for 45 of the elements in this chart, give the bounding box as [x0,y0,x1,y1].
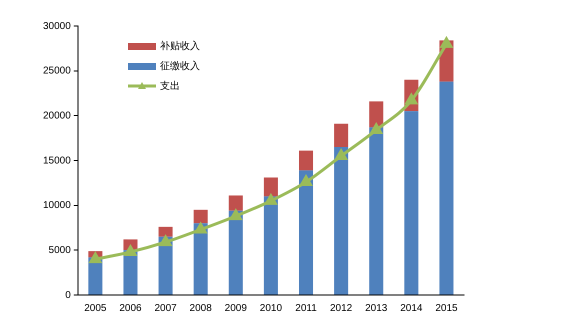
bar [194,210,208,224]
bar [298,170,314,294]
y-tick-label: 30000 [42,20,72,32]
bar [369,127,384,294]
bar [264,178,278,196]
y-tick-label: 5000 [48,244,72,256]
point [90,252,102,264]
x-tick-label: 2007 [154,302,178,314]
x-tick-label: 2005 [84,302,107,314]
y-tick-label: 0 [65,290,72,301]
point [160,236,172,246]
point [265,194,277,205]
bar [369,101,384,128]
y-tick-label: 10000 [42,200,72,212]
point [300,176,312,186]
point [370,124,382,134]
x-tick-label: 2013 [365,302,388,314]
bar [334,124,348,148]
bar [404,111,418,294]
x-tick-label: 2009 [224,302,248,314]
x-tick-label: 2012 [330,302,353,314]
x-tick-label: 2010 [260,302,282,314]
bar [264,196,278,294]
bar [439,82,454,294]
point [440,37,452,48]
x-tick-label: 2015 [435,302,458,314]
legend-label: 支出 [160,80,180,93]
bar [298,150,314,170]
y-tick-label: 20000 [42,110,72,122]
bar [158,226,173,237]
point [124,245,136,256]
x-tick-label: 2006 [119,302,142,314]
x-tick-label: 2008 [190,302,212,314]
bar [334,147,348,294]
x-tick-label: 2011 [295,302,318,314]
legend-label: 补贴收入 [160,40,200,53]
point [194,223,207,234]
point [230,210,242,220]
y-tick-label: 15000 [42,155,72,166]
point [335,150,347,160]
bar [228,195,243,211]
legend-label: 征缴收入 [160,60,200,73]
y-tick-label: 25000 [42,66,72,77]
bar [228,210,243,294]
x-tick-label: 2014 [400,302,423,314]
